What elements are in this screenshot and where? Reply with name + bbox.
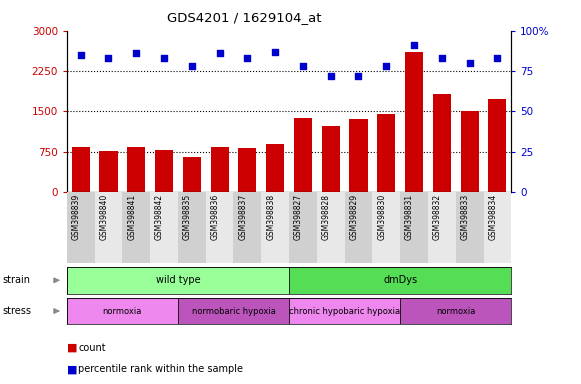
- Bar: [266, 144, 284, 192]
- Text: GSM398837: GSM398837: [238, 194, 248, 240]
- Bar: [95, 192, 123, 263]
- Text: percentile rank within the sample: percentile rank within the sample: [78, 364, 243, 374]
- Bar: [372, 192, 400, 263]
- Text: GSM398828: GSM398828: [322, 194, 331, 240]
- Text: GSM398841: GSM398841: [127, 194, 137, 240]
- Point: [104, 55, 113, 61]
- Text: GSM398827: GSM398827: [294, 194, 303, 240]
- Text: GDS4201 / 1629104_at: GDS4201 / 1629104_at: [167, 12, 321, 25]
- Bar: [178, 192, 206, 263]
- Bar: [456, 192, 483, 263]
- Bar: [433, 94, 451, 192]
- Bar: [349, 119, 368, 192]
- Point: [76, 52, 85, 58]
- Bar: [289, 298, 400, 324]
- Bar: [294, 118, 312, 192]
- Text: GSM398829: GSM398829: [350, 194, 358, 240]
- Text: ■: ■: [67, 364, 77, 374]
- Bar: [67, 298, 178, 324]
- Bar: [123, 192, 150, 263]
- Bar: [405, 52, 423, 192]
- Text: GSM398838: GSM398838: [266, 194, 275, 240]
- Point: [382, 63, 391, 69]
- Bar: [322, 126, 340, 192]
- Bar: [289, 192, 317, 263]
- Point: [326, 73, 335, 79]
- Bar: [377, 114, 395, 192]
- Text: ■: ■: [67, 343, 77, 353]
- Bar: [67, 192, 95, 263]
- Point: [215, 50, 224, 56]
- Text: GSM398836: GSM398836: [210, 194, 220, 240]
- Text: count: count: [78, 343, 106, 353]
- Bar: [483, 192, 511, 263]
- Bar: [400, 192, 428, 263]
- Point: [354, 73, 363, 79]
- Text: GSM398835: GSM398835: [183, 194, 192, 240]
- Bar: [489, 99, 507, 192]
- Point: [159, 55, 168, 61]
- Text: GSM398839: GSM398839: [71, 194, 81, 240]
- Point: [410, 42, 419, 48]
- Point: [132, 50, 141, 56]
- Bar: [183, 157, 201, 192]
- Text: GSM398830: GSM398830: [377, 194, 386, 240]
- Text: stress: stress: [3, 306, 32, 316]
- Point: [437, 55, 446, 61]
- Bar: [345, 192, 372, 263]
- Point: [271, 49, 280, 55]
- Bar: [461, 111, 479, 192]
- Point: [465, 60, 474, 66]
- Text: GSM398834: GSM398834: [489, 194, 497, 240]
- Bar: [238, 149, 256, 192]
- Text: wild type: wild type: [156, 275, 200, 285]
- Bar: [428, 192, 456, 263]
- Point: [493, 55, 502, 61]
- Point: [298, 63, 307, 69]
- Bar: [261, 192, 289, 263]
- Text: GSM398832: GSM398832: [433, 194, 442, 240]
- Bar: [67, 267, 289, 294]
- Point: [187, 63, 196, 69]
- Text: dmDys: dmDys: [383, 275, 417, 285]
- Text: normoxia: normoxia: [103, 306, 142, 316]
- Text: normobaric hypoxia: normobaric hypoxia: [192, 306, 275, 316]
- Text: GSM398840: GSM398840: [99, 194, 109, 240]
- Bar: [155, 149, 173, 192]
- Bar: [71, 147, 89, 192]
- Text: GSM398831: GSM398831: [405, 194, 414, 240]
- Text: GSM398833: GSM398833: [461, 194, 469, 240]
- Text: chronic hypobaric hypoxia: chronic hypobaric hypoxia: [289, 306, 400, 316]
- Bar: [234, 192, 261, 263]
- Bar: [289, 267, 511, 294]
- Bar: [317, 192, 345, 263]
- Bar: [99, 151, 117, 192]
- Point: [243, 55, 252, 61]
- Bar: [150, 192, 178, 263]
- Bar: [206, 192, 234, 263]
- Bar: [210, 147, 229, 192]
- Text: GSM398842: GSM398842: [155, 194, 164, 240]
- Bar: [400, 298, 511, 324]
- Bar: [178, 298, 289, 324]
- Text: normoxia: normoxia: [436, 306, 475, 316]
- Bar: [127, 147, 145, 192]
- Text: strain: strain: [3, 275, 31, 285]
